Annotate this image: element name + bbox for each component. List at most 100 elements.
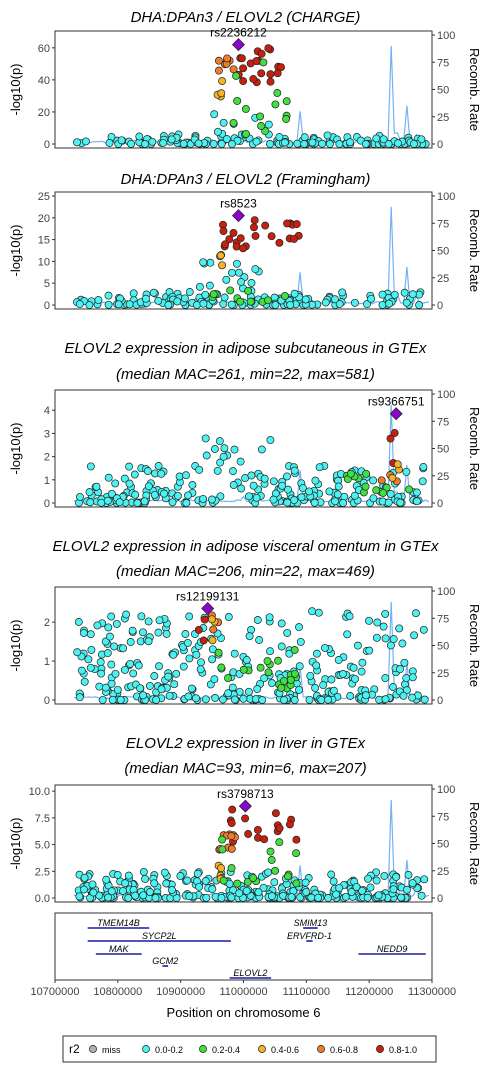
- lead-snp-marker: [238, 799, 252, 813]
- legend-label: 0.0-0.2: [155, 1045, 183, 1055]
- snp-point: [271, 809, 280, 818]
- snp-point: [76, 492, 84, 501]
- y-tick-label: 20: [38, 213, 50, 225]
- y2-tick-label: 25: [437, 273, 449, 285]
- snp-point: [386, 490, 395, 498]
- snp-point: [120, 665, 129, 674]
- snp-point: [194, 625, 203, 634]
- snp-point: [219, 118, 228, 127]
- snp-point: [103, 649, 112, 658]
- snp-point: [302, 887, 311, 896]
- x-tick-label: 10900000: [156, 986, 205, 998]
- snp-point: [224, 674, 232, 683]
- snp-point: [280, 676, 288, 685]
- snp-point: [264, 868, 273, 877]
- snp-point: [137, 612, 146, 621]
- snp-point: [211, 694, 220, 702]
- y2-tick-label: 50: [437, 246, 449, 258]
- y2-tick-label: 75: [437, 218, 449, 230]
- snp-point: [361, 691, 370, 700]
- snp-point: [319, 681, 328, 690]
- snp-point: [164, 301, 173, 309]
- snp-point: [182, 499, 191, 507]
- snp-point: [246, 297, 255, 306]
- snp-point: [405, 485, 414, 494]
- snp-point: [236, 297, 245, 306]
- snp-point: [350, 298, 359, 307]
- snp-point: [290, 466, 299, 475]
- legend-box: [62, 1035, 437, 1063]
- snp-point: [351, 674, 359, 683]
- snp-point: [266, 140, 274, 148]
- snp-point: [373, 618, 382, 627]
- x-tick-label: 10700000: [31, 986, 80, 998]
- snp-point: [334, 656, 343, 664]
- snp-point: [217, 89, 226, 98]
- legend-label: miss: [102, 1045, 121, 1055]
- snp-point: [232, 71, 241, 80]
- snp-point: [97, 498, 106, 507]
- snp-point: [259, 58, 268, 67]
- snp-point: [411, 609, 420, 618]
- snp-point: [285, 820, 294, 829]
- snp-point: [420, 875, 429, 884]
- snp-point: [346, 138, 354, 147]
- snp-point: [256, 112, 265, 121]
- snp-point: [89, 888, 98, 897]
- snp-point: [124, 871, 133, 880]
- plot-frame: [54, 30, 433, 149]
- snp-point: [224, 613, 233, 621]
- gene-label: ELOVL2: [233, 968, 267, 978]
- snp-point: [369, 476, 378, 485]
- snp-point: [114, 300, 123, 309]
- snp-point: [199, 258, 208, 267]
- snp-point: [112, 619, 121, 628]
- snp-point: [311, 476, 320, 485]
- snp-point: [75, 892, 84, 901]
- snp-point: [104, 623, 113, 632]
- y2-axis-label: Recomb. Rate: [467, 48, 482, 131]
- snp-point: [139, 891, 148, 900]
- snp-point: [381, 674, 390, 683]
- snp-point: [201, 695, 210, 704]
- lead-snp-marker: [389, 407, 403, 421]
- snp-point: [358, 886, 366, 895]
- snp-point: [247, 471, 256, 480]
- lead-snp-label: rs2236212: [210, 26, 267, 40]
- snp-points: [73, 38, 430, 148]
- snp-point: [300, 140, 309, 148]
- snp-point: [149, 288, 158, 297]
- panel-subtitle: (median MAC=206, min=22, max=469): [116, 563, 375, 580]
- snp-point: [292, 879, 301, 888]
- y-tick-label: 2.5: [35, 866, 50, 878]
- snp-point: [218, 261, 227, 270]
- snp-point: [330, 295, 339, 304]
- snp-point: [154, 628, 163, 637]
- legend-swatch: [89, 1045, 97, 1053]
- snp-point: [266, 647, 274, 656]
- snp-point: [412, 488, 421, 497]
- snp-point: [381, 634, 390, 643]
- snp-point: [192, 301, 201, 309]
- snp-point: [283, 628, 292, 637]
- y2-axis-label: Recomb. Rate: [467, 604, 482, 687]
- snp-point: [266, 70, 275, 79]
- snp-point: [267, 856, 276, 864]
- snp-point: [249, 873, 258, 882]
- snp-point: [199, 299, 208, 308]
- snp-point: [185, 654, 194, 663]
- snp-point: [117, 136, 126, 145]
- snp-point: [311, 683, 320, 692]
- legend-label: 0.4-0.6: [271, 1045, 299, 1055]
- snp-point: [417, 135, 426, 144]
- snp-point: [269, 495, 278, 504]
- snp-point: [92, 482, 101, 491]
- snp-point: [202, 451, 211, 460]
- snp-point: [219, 452, 228, 461]
- snp-point: [225, 235, 234, 244]
- snp-point: [210, 675, 219, 684]
- snp-point: [292, 835, 301, 844]
- snp-point: [216, 458, 225, 467]
- snp-point: [283, 498, 292, 507]
- snp-point: [274, 656, 282, 665]
